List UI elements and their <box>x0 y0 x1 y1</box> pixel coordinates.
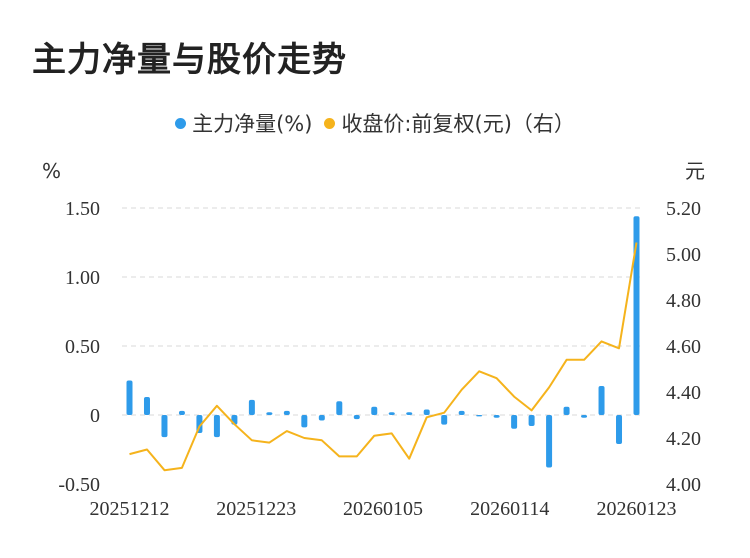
bar-net-flow[interactable] <box>616 415 623 444</box>
bar-net-flow[interactable] <box>213 415 220 438</box>
bar-net-flow[interactable] <box>598 386 605 415</box>
legend-label-net-flow: 主力净量(%) <box>192 112 313 136</box>
y-left-unit: % <box>42 159 61 183</box>
x-tick-label: 20260123 <box>597 498 677 520</box>
bar-net-flow[interactable] <box>546 415 553 468</box>
y-left-tick-label: 0 <box>90 405 100 427</box>
y-left-tick-label: 1.00 <box>65 267 100 289</box>
y-right-tick-label: 4.00 <box>666 474 701 496</box>
bar-net-flow[interactable] <box>458 410 465 415</box>
y-right-tick-label: 4.40 <box>666 382 701 404</box>
legend-item-close-price[interactable]: 收盘价:前复权(元)（右） <box>324 108 575 138</box>
bar-net-flow[interactable] <box>388 412 395 415</box>
x-tick-label: 20260105 <box>343 498 423 520</box>
bar-net-flow[interactable] <box>633 216 640 415</box>
bar-net-flow[interactable] <box>511 415 518 429</box>
y-right-tick-label: 4.20 <box>666 428 701 450</box>
bar-net-flow[interactable] <box>476 415 483 417</box>
axis-layer: 1.50 1.00 0.50 0 -0.50 5.20 5.00 4.80 4.60 4.40 4.… <box>42 159 705 520</box>
bar-net-flow[interactable] <box>581 415 588 418</box>
bar-net-flow[interactable] <box>301 415 308 428</box>
y-left-tick-label: -0.50 <box>58 474 100 496</box>
bar-net-flow[interactable] <box>441 415 448 425</box>
chart-title: 主力净量与股价走势 <box>32 40 347 80</box>
x-tick-label: 20251223 <box>216 498 296 520</box>
legend-dot-net-flow <box>175 117 187 129</box>
bar-net-flow[interactable] <box>126 380 133 416</box>
legend-item-net-flow[interactable]: 主力净量(%) <box>175 108 312 138</box>
bar-net-flow[interactable] <box>161 415 168 438</box>
x-tick-label: 20251212 <box>90 498 170 520</box>
bar-net-flow[interactable] <box>493 415 500 418</box>
bar-net-flow[interactable] <box>283 410 290 415</box>
x-tick-label: 20260114 <box>470 498 549 520</box>
y-left-tick-label: 1.50 <box>65 198 100 220</box>
bar-net-flow[interactable] <box>248 399 255 415</box>
legend-label-close-price: 收盘价:前复权(元)（右） <box>341 112 575 136</box>
bar-net-flow[interactable] <box>406 412 413 415</box>
line-close-price[interactable] <box>129 242 638 472</box>
bar-net-flow[interactable] <box>371 406 378 415</box>
bar-net-flow[interactable] <box>266 412 273 415</box>
y-right-tick-label: 4.80 <box>666 290 701 312</box>
legend: 主力净量(%) 收盘价:前复权(元)（右） <box>0 108 750 138</box>
y-right-tick-label: 4.60 <box>666 336 701 358</box>
bar-net-flow[interactable] <box>178 410 185 415</box>
grid-layer <box>122 207 644 416</box>
bar-layer <box>126 216 640 468</box>
bar-net-flow[interactable] <box>336 401 343 415</box>
y-left-tick-label: 0.50 <box>65 336 100 358</box>
y-right-tick-label: 5.00 <box>666 244 701 266</box>
bar-net-flow[interactable] <box>353 415 360 420</box>
bar-net-flow[interactable] <box>563 406 570 415</box>
y-right-tick-label: 5.20 <box>666 198 701 220</box>
bar-net-flow[interactable] <box>423 409 430 415</box>
y-right-unit: 元 <box>685 159 705 183</box>
line-layer <box>129 242 638 472</box>
bar-net-flow[interactable] <box>528 415 535 427</box>
legend-dot-close-price <box>324 117 336 129</box>
bar-net-flow[interactable] <box>143 397 150 415</box>
bar-net-flow[interactable] <box>318 415 325 421</box>
